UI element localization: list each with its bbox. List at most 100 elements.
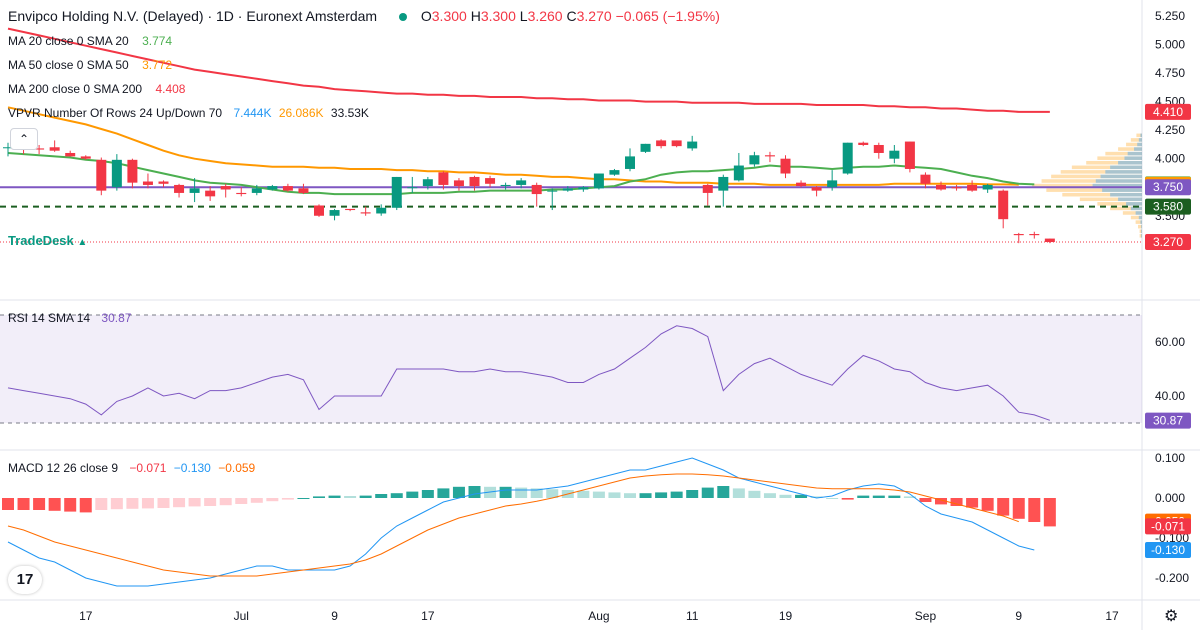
macd-hist-bar (313, 496, 325, 498)
volume-profile-down-bar (1032, 183, 1142, 188)
macd-badge-bg (1145, 542, 1191, 558)
macd-hist-bar (33, 498, 46, 510)
macd-hist-bar (375, 494, 388, 498)
ma200-value: 4.408 (155, 82, 186, 96)
macd-badge-bg (1145, 518, 1191, 535)
vpvr-label: VPVR Number Of Rows 24 Up/Down 70 (8, 106, 223, 120)
macd-hist-bar (701, 487, 714, 498)
macd-signal-value: −0.130 (173, 461, 211, 475)
candle-body (127, 159, 138, 183)
macd-hist-bar (592, 491, 605, 498)
gear-icon[interactable]: ⚙ (1164, 608, 1179, 625)
volume-profile-down-bar (1136, 133, 1142, 138)
macd-hist-bar (219, 498, 232, 506)
ohlc-h-label: H (470, 8, 481, 24)
macd-tick-label: 0.100 (1155, 451, 1185, 465)
macd-hist-bar (17, 498, 30, 510)
ma50-legend[interactable]: MA 50 close 0 SMA 50 3.772 (8, 58, 172, 72)
macd-hist-bar (110, 498, 123, 510)
candle-body (174, 184, 185, 193)
candle-body (531, 184, 542, 195)
rsi-value: 30.87 (101, 311, 132, 325)
candle-body (1044, 238, 1055, 243)
macd-hist-bar (624, 493, 636, 498)
macd-hist-bar (1012, 498, 1025, 519)
candle-body (360, 212, 371, 214)
ma200-legend[interactable]: MA 200 close 0 SMA 200 4.408 (8, 82, 185, 96)
collapse-legend-button[interactable]: ⌃ (10, 128, 38, 150)
chevron-up-icon: ⌃ (18, 132, 30, 146)
symbol-title[interactable]: Envipco Holding N.V. (Delayed) · 1D · Eu… (8, 8, 378, 24)
macd-hist-bar (935, 498, 947, 505)
macd-hist-bar (48, 498, 61, 511)
candle-body (189, 188, 200, 193)
tradedesk-text: TradeDesk (8, 233, 74, 248)
price-badge-bg (1145, 198, 1191, 215)
price-tick-label: 4.000 (1155, 152, 1185, 166)
candle-body (982, 184, 993, 190)
tradingview-logo[interactable]: 17 (8, 566, 42, 594)
candle-body (920, 174, 931, 184)
candle-body (376, 207, 387, 214)
volume-profile-up-bar (1092, 183, 1142, 188)
candle-body (282, 186, 293, 191)
volume-profile-down-bar (1086, 160, 1142, 165)
volume-profile-up-bar (1141, 234, 1142, 238)
candle-body (469, 176, 480, 187)
macd-hist-bar (406, 491, 419, 498)
macd-hist-bar (717, 486, 730, 498)
ma20-label: MA 20 close 0 SMA 20 (8, 34, 129, 48)
volume-profile-down-bar (1118, 147, 1142, 151)
price-badge: 4.410 (1153, 105, 1183, 119)
macd-hist-bar (639, 493, 652, 498)
time-tick-label: 17 (421, 609, 435, 623)
macd-badge: -0.130 (1151, 543, 1185, 557)
ma20-legend[interactable]: MA 20 close 0 SMA 20 3.774 (8, 34, 172, 48)
macd-legend[interactable]: MACD 12 26 close 9 −0.071 −0.130 −0.059 (8, 461, 255, 475)
vpvr-legend[interactable]: VPVR Number Of Rows 24 Up/Down 70 7.444K… (8, 106, 369, 120)
volume-profile-up-bar (1127, 151, 1142, 156)
ma50-value: 3.772 (142, 58, 173, 72)
macd-hist-bar (359, 495, 372, 498)
macd-hist-bar (1028, 498, 1041, 522)
price-badge-bg (1145, 234, 1191, 251)
rsi-badge: 30.87 (1153, 414, 1183, 428)
macd-value: −0.071 (129, 461, 167, 475)
ohlc-low: 3.260 (527, 8, 563, 24)
ma200-label: MA 200 close 0 SMA 200 (8, 82, 143, 96)
candle-body (749, 155, 760, 165)
macd-hist-bar (173, 498, 186, 508)
volume-profile-up-bar (1134, 147, 1142, 151)
macd-tick-label: -0.200 (1155, 571, 1189, 585)
volume-profile-up-bar (1140, 220, 1142, 224)
volume-profile-up-bar (1110, 165, 1142, 170)
volume-profile-down-bar (1097, 202, 1142, 206)
macd-hist-bar (157, 498, 170, 508)
rsi-band (0, 315, 1142, 423)
ohlc-change: −0.065 (−1.95%) (615, 8, 720, 24)
macd-hist-bar (903, 496, 916, 498)
candle-body (267, 186, 278, 190)
macd-hist-bar (266, 498, 279, 502)
candle-body (936, 184, 946, 190)
tradedesk-label[interactable]: TradeDesk ▲ (8, 233, 87, 248)
macd-hist-bar (421, 490, 434, 498)
macd-badge: -0.071 (1151, 519, 1185, 533)
candle-body (609, 170, 620, 175)
volume-profile-up-bar (1138, 138, 1142, 142)
macd-hist-bar (204, 498, 217, 506)
candle-body (516, 180, 527, 185)
macd-hist-bar (437, 488, 450, 498)
candle-body (625, 156, 635, 169)
candle-body (236, 192, 247, 195)
candle-body (640, 143, 651, 152)
rsi-legend[interactable]: RSI 14 SMA 14 30.87 (8, 311, 131, 325)
candle-body (485, 178, 496, 184)
ma200-series-line (7, 27, 1050, 113)
candle-body (96, 159, 107, 191)
macd-hist-bar (95, 498, 108, 510)
vpvr-up: 7.444K (233, 106, 272, 120)
ohlc-c-label: C (566, 8, 577, 24)
